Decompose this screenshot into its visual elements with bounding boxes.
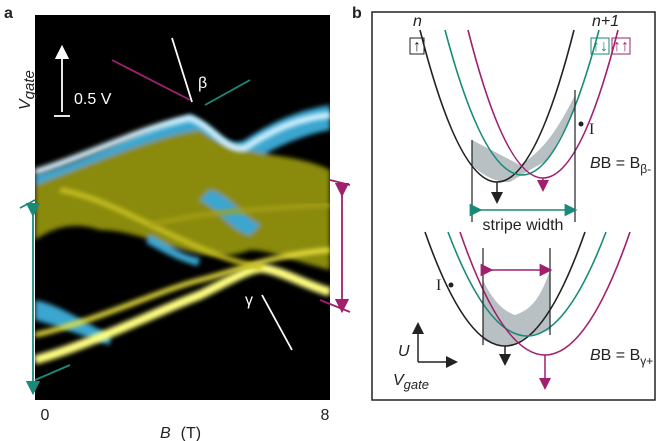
label-part: (T)	[181, 425, 201, 441]
crossing-label: I	[436, 277, 441, 294]
label-part: B	[160, 425, 171, 441]
legend-n: n	[413, 13, 422, 30]
label-part: B = B	[601, 347, 641, 364]
label-part: β-	[640, 162, 651, 176]
scale-bar-label: 0.5 V	[74, 91, 112, 108]
x-tick-label: 0	[41, 407, 50, 424]
gamma-marker: γ	[245, 292, 253, 309]
label-part: B = B	[601, 155, 641, 172]
legend-n1: n+1	[592, 13, 619, 30]
x-tick-label: 8	[321, 407, 330, 424]
panel-label: a	[4, 5, 13, 22]
axis-label: U	[398, 343, 410, 360]
crossing-label: I	[589, 121, 594, 138]
beta-marker: β	[198, 75, 207, 92]
axis-label: Vgate	[393, 372, 429, 392]
field-label: BB = Bβ-	[590, 155, 651, 176]
figure: a 0.5 V β γ Vgate 0 8 B(T) b n ↑ n+1 ↑↓ …	[0, 0, 661, 441]
stripe-width-label: stripe width	[483, 217, 564, 234]
x-axis-label: B (T)	[160, 425, 201, 441]
field-label: BB = Bγ+	[590, 347, 653, 368]
label-part: gate	[404, 377, 429, 392]
panel-label: b	[352, 5, 362, 22]
spin-box: ↑	[413, 38, 421, 55]
label-part: γ+	[640, 354, 653, 368]
label-part: gate	[21, 70, 38, 99]
y-axis-label: Vgate	[17, 70, 38, 110]
